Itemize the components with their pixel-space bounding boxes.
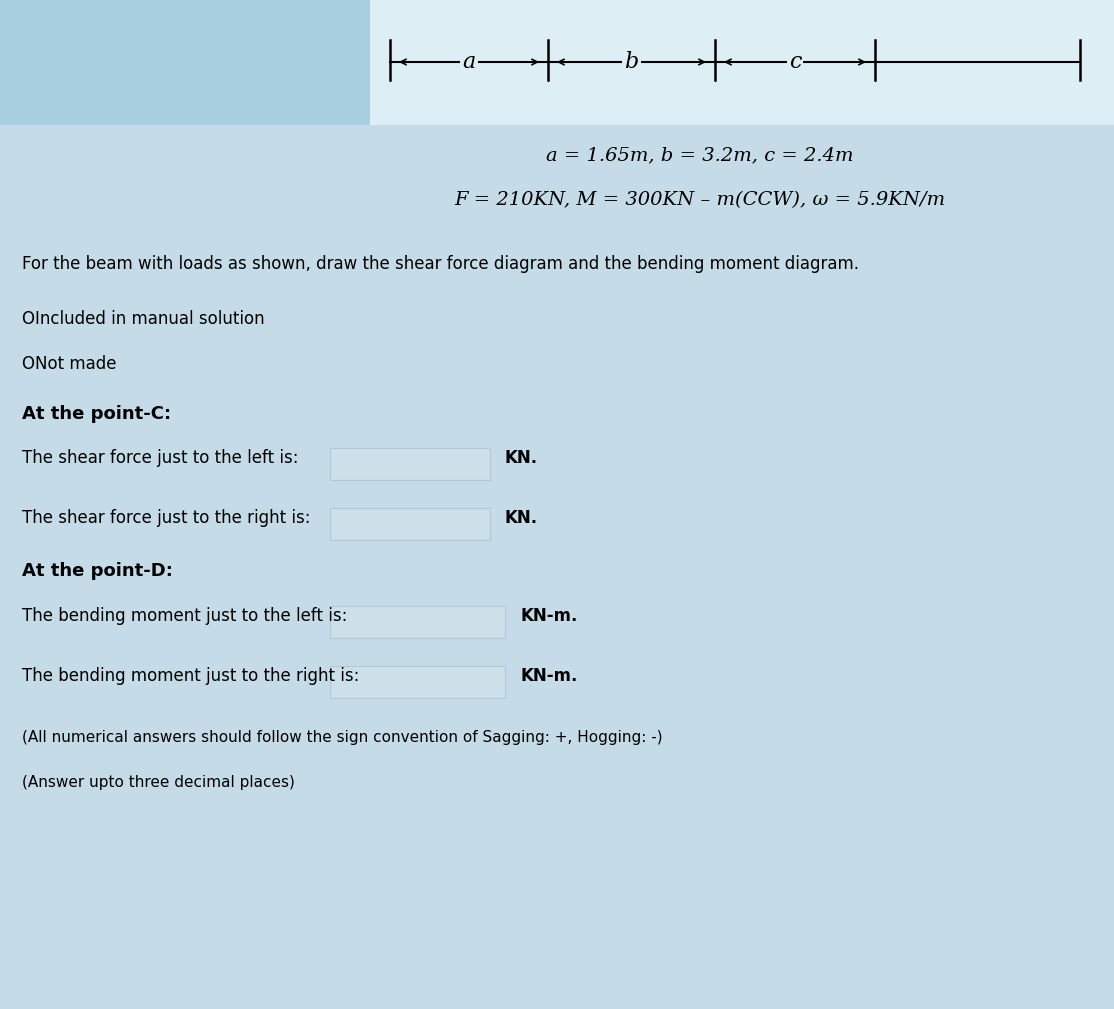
Text: b: b <box>624 51 638 73</box>
Text: The shear force just to the right is:: The shear force just to the right is: <box>22 509 311 527</box>
Bar <box>0 125 1114 1009</box>
Text: KN.: KN. <box>505 509 538 527</box>
Text: The shear force just to the left is:: The shear force just to the left is: <box>22 449 299 467</box>
Text: c: c <box>789 51 801 73</box>
Text: At the point-C:: At the point-C: <box>22 405 172 423</box>
Text: For the beam with loads as shown, draw the shear force diagram and the bending m: For the beam with loads as shown, draw t… <box>22 255 859 273</box>
Text: The bending moment just to the left is:: The bending moment just to the left is: <box>22 607 348 625</box>
Text: (All numerical answers should follow the sign convention of Sagging: +, Hogging:: (All numerical answers should follow the… <box>22 730 663 745</box>
Text: ONot made: ONot made <box>22 355 117 373</box>
Text: KN.: KN. <box>505 449 538 467</box>
Text: The bending moment just to the right is:: The bending moment just to the right is: <box>22 667 360 685</box>
Text: OIncluded in manual solution: OIncluded in manual solution <box>22 310 265 328</box>
Text: KN-m.: KN-m. <box>520 667 577 685</box>
Bar <box>330 666 505 698</box>
Text: F = 210KN, M = 300KN – m(CCW), ω = 5.9KN/m: F = 210KN, M = 300KN – m(CCW), ω = 5.9KN… <box>455 191 946 209</box>
Text: a = 1.65m, b = 3.2m, c = 2.4m: a = 1.65m, b = 3.2m, c = 2.4m <box>546 146 853 164</box>
Bar <box>370 0 1114 125</box>
Bar <box>0 0 370 1009</box>
Bar <box>330 508 490 540</box>
Text: a: a <box>462 51 476 73</box>
Text: KN-m.: KN-m. <box>520 607 577 625</box>
Text: At the point-D:: At the point-D: <box>22 562 173 580</box>
Text: (Answer upto three decimal places): (Answer upto three decimal places) <box>22 775 295 790</box>
Bar <box>330 606 505 638</box>
Bar <box>330 448 490 480</box>
